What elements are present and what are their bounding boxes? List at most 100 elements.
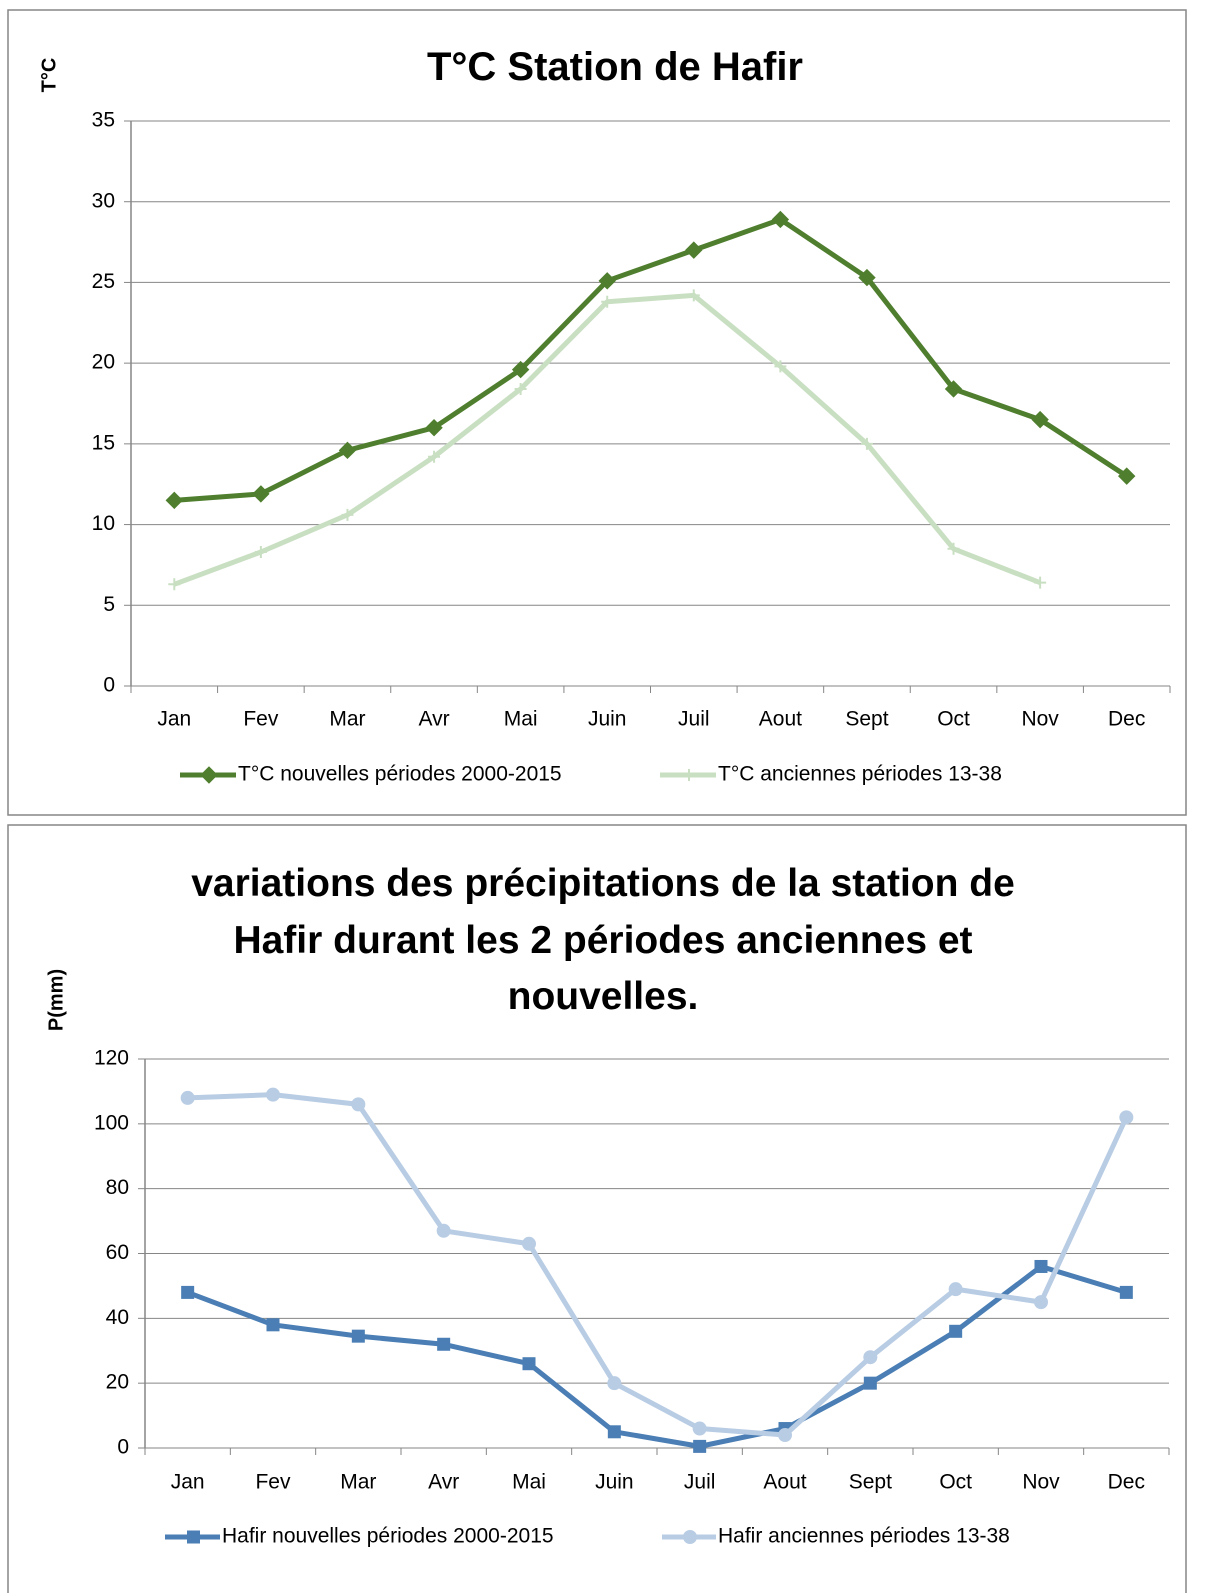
chart-title: T°C Station de Hafir (426, 45, 803, 89)
marker (948, 1282, 963, 1297)
y-tick-label: 0 (103, 674, 115, 697)
marker (687, 289, 700, 302)
marker (1119, 1110, 1134, 1125)
marker (607, 1376, 622, 1391)
y-tick-label: 15 (92, 431, 115, 454)
marker (522, 1236, 536, 1251)
x-tick-label: Fev (255, 1471, 291, 1494)
x-tick-label: Sept (845, 708, 888, 731)
x-tick-label: Jan (157, 708, 191, 731)
marker (692, 1421, 707, 1436)
legend-label: T°C anciennes périodes 13-38 (718, 763, 1002, 786)
x-tick-label: Mar (340, 1471, 376, 1494)
y-tick-label: 30 (92, 189, 115, 212)
y-tick-label: 100 (94, 1111, 129, 1134)
marker (1034, 576, 1047, 589)
marker (436, 1223, 451, 1238)
marker (425, 419, 443, 437)
y-tick-label: 60 (106, 1241, 129, 1264)
marker (437, 1337, 451, 1351)
series-line (173, 292, 1042, 587)
x-tick-label: Sept (849, 1471, 892, 1494)
marker (266, 1087, 280, 1102)
chart-frame (7, 9, 1187, 816)
x-tick-label: Jan (171, 1471, 205, 1494)
y-tick-label: 10 (92, 512, 115, 535)
marker (1031, 410, 1049, 429)
x-tick-label: Juil (678, 708, 710, 731)
marker (778, 1428, 792, 1443)
marker (522, 1357, 536, 1371)
marker (181, 1285, 195, 1299)
x-tick-label: Mai (504, 708, 538, 731)
y-tick-label: 80 (106, 1176, 129, 1199)
marker (1034, 1259, 1048, 1273)
marker (774, 360, 787, 373)
series-line (187, 1092, 1129, 1438)
x-tick-label: Dec (1108, 708, 1145, 731)
marker (683, 769, 695, 781)
chart-frame (7, 824, 1187, 1593)
chart-title: variations des précipitations de la stat… (191, 862, 1015, 1019)
marker (514, 382, 527, 395)
marker (944, 380, 963, 398)
marker (200, 766, 218, 784)
y-tick-label: 35 (92, 109, 115, 132)
marker (607, 1425, 621, 1439)
x-tick-label: Mai (512, 1471, 546, 1494)
y-tick-label: 20 (92, 351, 115, 374)
x-tick-label: Juil (684, 1471, 716, 1494)
x-tick-label: Dec (1108, 1471, 1145, 1494)
x-tick-label: Avr (418, 708, 449, 731)
marker (428, 450, 441, 463)
y-tick-label: 0 (117, 1436, 129, 1459)
series-line (186, 1263, 1128, 1449)
marker (601, 295, 614, 308)
y-tick-label: 40 (106, 1306, 129, 1329)
marker (511, 360, 530, 379)
marker (254, 546, 267, 559)
legend-label: Hafir nouvelles périodes 2000-2015 (222, 1525, 554, 1548)
marker (341, 508, 354, 521)
marker (168, 578, 181, 591)
x-tick-label: Avr (428, 1471, 459, 1494)
marker (1119, 1285, 1133, 1299)
x-tick-label: Nov (1021, 708, 1059, 731)
marker (863, 1350, 878, 1365)
legend-label: Hafir anciennes périodes 13-38 (718, 1525, 1010, 1548)
y-axis-label: T°C (38, 58, 60, 93)
x-tick-label: Oct (937, 708, 970, 731)
marker (187, 1530, 200, 1544)
marker (1034, 1295, 1048, 1310)
marker (165, 491, 183, 510)
marker (338, 441, 357, 460)
marker (685, 241, 703, 259)
y-axis-label: P(mm) (45, 969, 67, 1031)
x-tick-label: Juin (595, 1471, 634, 1494)
marker (252, 485, 270, 503)
x-tick-label: Oct (939, 1471, 972, 1494)
y-tick-label: 20 (106, 1371, 129, 1394)
x-tick-label: Aout (759, 708, 802, 731)
y-tick-label: 25 (92, 270, 115, 293)
marker (858, 268, 876, 287)
y-tick-label: 5 (103, 593, 115, 616)
marker (771, 210, 790, 229)
marker (351, 1329, 365, 1343)
x-tick-label: Mar (329, 708, 365, 731)
legend-label: T°C nouvelles périodes 2000-2015 (238, 763, 562, 786)
x-tick-label: Aout (763, 1471, 806, 1494)
marker (266, 1318, 280, 1332)
y-tick-label: 120 (94, 1047, 129, 1070)
series-line (174, 216, 1129, 503)
marker (693, 1439, 707, 1453)
x-tick-label: Nov (1022, 1471, 1060, 1494)
marker (860, 437, 873, 450)
marker (683, 1530, 697, 1544)
marker (180, 1090, 195, 1105)
x-tick-label: Fev (243, 708, 279, 731)
marker (863, 1376, 877, 1390)
marker (1118, 467, 1136, 485)
